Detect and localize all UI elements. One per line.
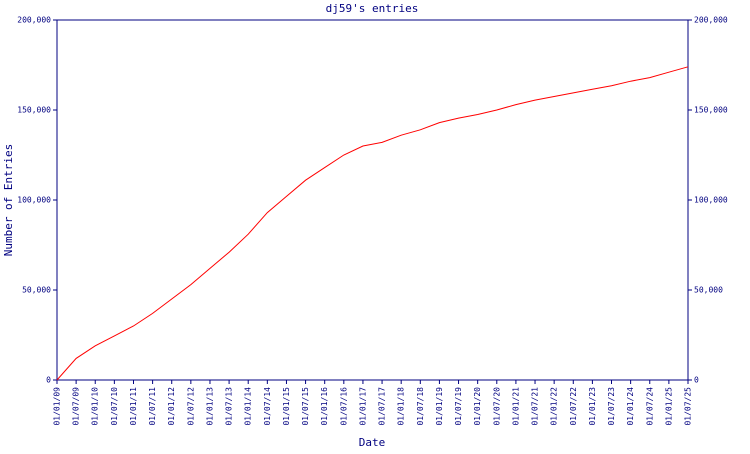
x-tick-label: 01/01/17 [358, 387, 367, 426]
x-tick-label: 01/01/23 [588, 387, 597, 426]
x-tick-label: 01/01/25 [664, 387, 673, 426]
y2-tick-label: 200,000 [694, 16, 728, 25]
y2-tick-label: 0 [694, 376, 699, 385]
x-tick-label: 01/07/22 [569, 387, 578, 426]
x-tick-label: 01/07/11 [148, 387, 157, 426]
x-tick-label: 01/01/14 [244, 387, 253, 426]
y2-tick-label: 100,000 [694, 196, 728, 205]
x-tick-label: 01/07/24 [645, 387, 654, 426]
x-tick-label: 01/01/13 [205, 387, 214, 426]
x-tick-label: 01/01/16 [320, 387, 329, 426]
y2-tick-label: 50,000 [694, 286, 723, 295]
chart-title: dj59's entries [326, 2, 419, 15]
x-tick-label: 01/01/20 [473, 387, 482, 426]
x-tick-label: 01/07/17 [378, 387, 387, 426]
x-tick-label: 01/07/13 [225, 387, 234, 426]
x-tick-label: 01/07/19 [454, 387, 463, 426]
y2-tick-label: 150,000 [694, 106, 728, 115]
plot-frame [56, 19, 689, 381]
x-tick-label: 01/07/09 [72, 387, 81, 426]
data-line [56, 66, 689, 381]
y-tick-label: 200,000 [17, 16, 51, 25]
y-tick-label: 0 [46, 376, 51, 385]
y-tick-label: 100,000 [17, 196, 51, 205]
x-tick-label: 01/07/23 [607, 387, 616, 426]
x-tick-label: 01/01/22 [550, 387, 559, 426]
x-tick-label: 01/07/20 [492, 387, 501, 426]
x-tick-label: 01/07/14 [263, 387, 272, 426]
x-tick-label: 01/01/15 [282, 387, 291, 426]
x-tick-label: 01/07/16 [339, 387, 348, 426]
y-axis-label: Number of Entries [2, 144, 15, 257]
x-tick-label: 01/07/12 [186, 387, 195, 426]
y-tick-label: 150,000 [17, 106, 51, 115]
x-tick-label: 01/01/24 [626, 387, 635, 426]
x-tick-label: 01/01/18 [397, 387, 406, 426]
x-tick-label: 01/01/09 [53, 387, 62, 426]
y-tick-label: 50,000 [22, 286, 51, 295]
x-tick-label: 01/07/25 [684, 387, 693, 426]
x-tick-label: 01/01/11 [129, 387, 138, 426]
x-tick-label: 01/01/12 [167, 387, 176, 426]
x-tick-label: 01/01/21 [511, 387, 520, 426]
x-axis-label: Date [359, 436, 386, 449]
x-tick-label: 01/07/15 [301, 387, 310, 426]
x-tick-label: 01/07/10 [110, 387, 119, 426]
x-tick-label: 01/01/10 [91, 387, 100, 426]
x-tick-label: 01/07/18 [416, 387, 425, 426]
x-tick-label: 01/07/21 [531, 387, 540, 426]
x-tick-label: 01/01/19 [435, 387, 444, 426]
